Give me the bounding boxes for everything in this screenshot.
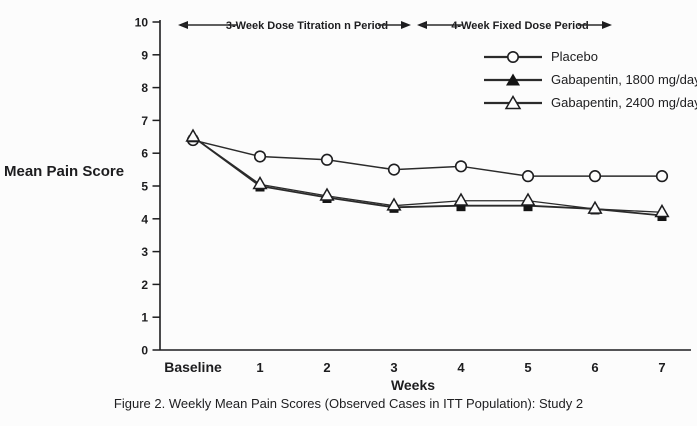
marker-open-circle bbox=[320, 153, 334, 166]
x-axis-title: Weeks bbox=[391, 377, 435, 393]
legend-label: Gabapentin, 1800 mg/day bbox=[551, 72, 697, 87]
y-tick-label: 0 bbox=[141, 344, 148, 358]
series-line-2 bbox=[192, 136, 663, 213]
open-circle-glyph bbox=[506, 50, 519, 63]
x-category-label: 4 bbox=[457, 360, 465, 375]
marker-open-circle bbox=[588, 170, 602, 183]
y-tick-label: 5 bbox=[141, 180, 148, 194]
right-arrow-icon bbox=[401, 21, 411, 29]
marker-open-circle bbox=[521, 170, 535, 183]
open-triangle-glyph bbox=[504, 94, 522, 109]
legend-item: Gabapentin, 1800 mg/day bbox=[484, 70, 697, 89]
marker-filled-triangle bbox=[523, 204, 533, 212]
marker-open-triangle bbox=[252, 176, 268, 190]
y-tick-label: 3 bbox=[141, 245, 148, 259]
marker-open-circle bbox=[387, 163, 401, 176]
annotation-label: 3-Week Dose Titration n Period bbox=[226, 20, 388, 32]
marker-open-circle bbox=[253, 150, 267, 163]
legend-label: Placebo bbox=[551, 49, 598, 64]
marker-open-triangle bbox=[520, 192, 536, 206]
series-line-1 bbox=[192, 136, 663, 217]
legend-item: Gabapentin, 2400 mg/day bbox=[484, 93, 697, 112]
x-category-label: Baseline bbox=[164, 359, 222, 375]
marker-filled-triangle bbox=[456, 204, 466, 212]
x-category-label: 5 bbox=[524, 360, 531, 375]
x-category-label: 2 bbox=[323, 360, 330, 375]
marker-open-triangle bbox=[453, 192, 469, 206]
y-tick-label: 1 bbox=[141, 311, 148, 325]
figure-caption: Figure 2. Weekly Mean Pain Scores (Obser… bbox=[113, 396, 584, 411]
annotation-label: 4-Week Fixed Dose Period bbox=[451, 20, 588, 32]
y-tick-label: 2 bbox=[141, 278, 148, 292]
marker-open-triangle bbox=[587, 200, 603, 214]
y-axis-title: Mean Pain Score bbox=[4, 163, 125, 180]
filled-triangle-glyph bbox=[506, 73, 520, 85]
legend-item: Placebo bbox=[484, 47, 697, 66]
x-category-label: 7 bbox=[658, 360, 665, 375]
y-tick-label: 4 bbox=[141, 212, 148, 226]
annotation-fixed-dose-period: 4-Week Fixed Dose Period bbox=[417, 20, 612, 32]
marker-open-triangle bbox=[386, 197, 402, 211]
y-tick-label: 9 bbox=[141, 48, 148, 62]
y-tick-label: 8 bbox=[141, 81, 148, 95]
annotation-titration-period: 3-Week Dose Titration n Period bbox=[178, 20, 411, 32]
chart-legend: Placebo Gabapentin, 1800 mg/day Gabapentin… bbox=[484, 47, 697, 112]
y-tick-label: 10 bbox=[135, 16, 149, 30]
right-arrow-icon bbox=[602, 21, 612, 29]
marker-filled-triangle bbox=[657, 214, 667, 222]
series-line-0 bbox=[192, 139, 662, 177]
y-tick-label: 7 bbox=[141, 114, 148, 128]
marker-open-circle bbox=[655, 170, 669, 183]
marker-open-circle bbox=[454, 160, 468, 173]
marker-open-triangle bbox=[185, 128, 201, 142]
x-category-label: 1 bbox=[256, 360, 263, 375]
marker-open-triangle bbox=[654, 203, 670, 218]
open-triangle-icon bbox=[484, 94, 542, 109]
marker-open-triangle bbox=[319, 187, 335, 201]
x-category-label: 6 bbox=[591, 360, 598, 375]
legend-label: Gabapentin, 2400 mg/day bbox=[551, 95, 697, 110]
filled-triangle-icon bbox=[484, 73, 542, 85]
x-category-label: 3 bbox=[390, 360, 397, 375]
open-circle-icon bbox=[484, 50, 542, 63]
y-tick-label: 6 bbox=[141, 147, 148, 161]
